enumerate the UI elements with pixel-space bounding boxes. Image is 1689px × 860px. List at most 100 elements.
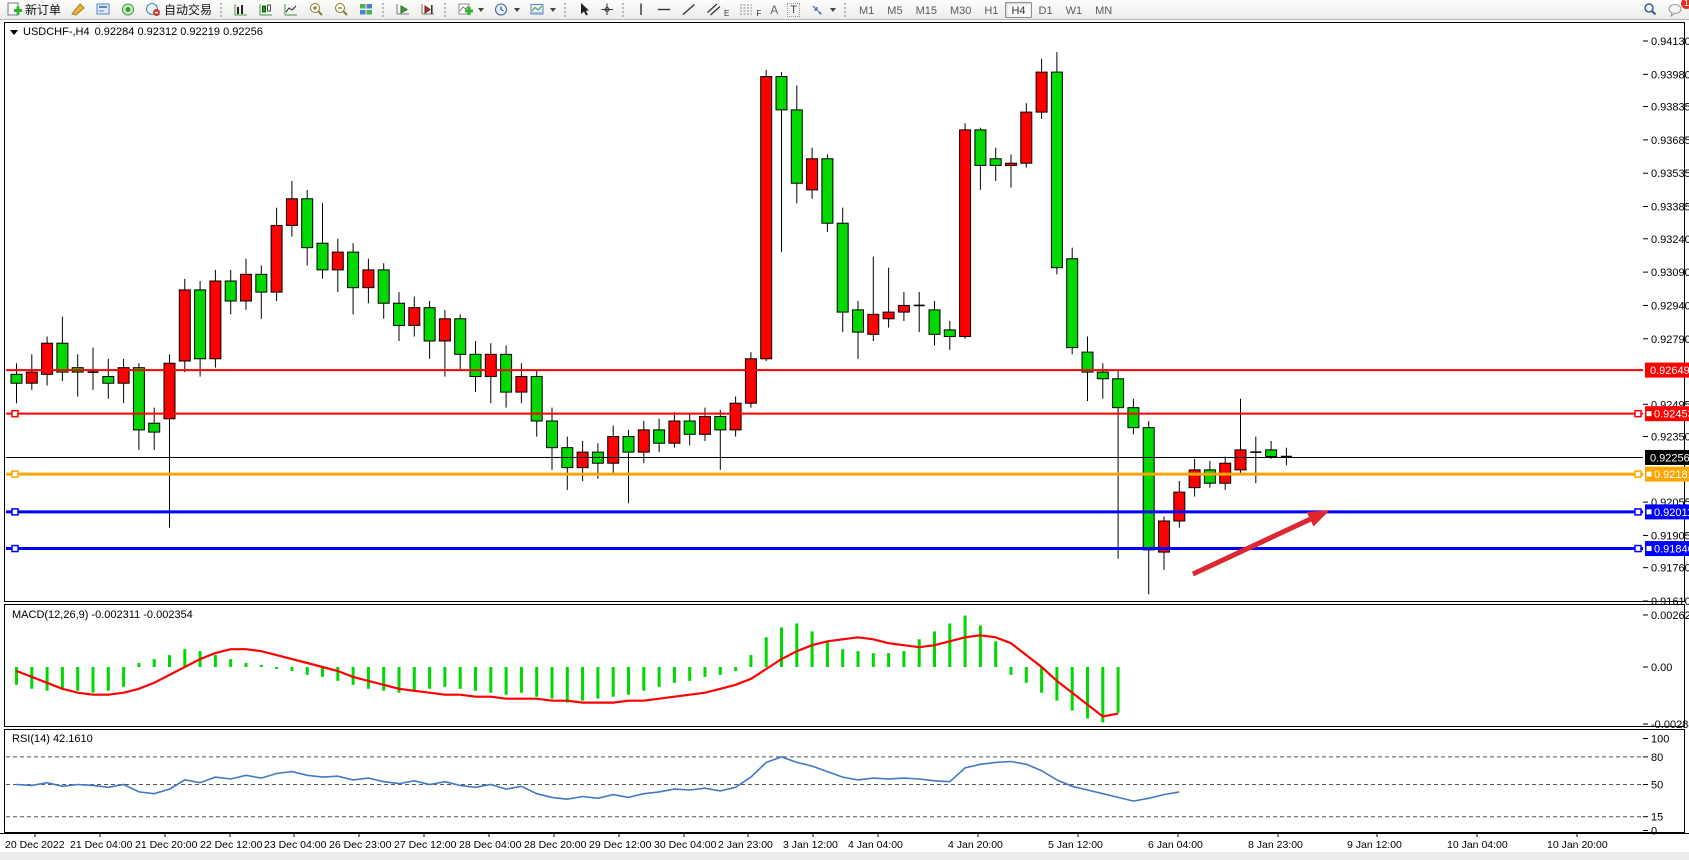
new-order-button[interactable]: 新订单 [2,1,65,19]
tab-h1[interactable]: H1 [984,4,999,17]
market-watch-icon [96,3,110,15]
periods-caret-icon [514,7,521,12]
text-label-button[interactable]: T [783,1,804,19]
svg-text:0.92790: 0.92790 [1651,334,1689,346]
svg-text:21 Dec 20:00: 21 Dec 20:00 [135,839,198,851]
candlestick-chart-button[interactable] [254,1,278,19]
tile-windows-button[interactable] [354,1,378,19]
clock-icon [495,3,508,16]
time-axis: 20 Dec 2022 21 Dec 04:00 21 Dec 20:00 22 De… [0,833,1689,851]
svg-text:0.94130: 0.94130 [1651,36,1689,48]
indicators-caret-icon [478,7,485,12]
svg-text:0.92350: 0.92350 [1651,432,1689,444]
market-watch-button[interactable] [91,1,115,19]
svg-text:27 Dec 12:00: 27 Dec 12:00 [394,839,457,851]
svg-text:-0.002881: -0.002881 [1651,719,1689,731]
macd-plot [15,615,1120,723]
zoom-in-icon [310,3,323,16]
svg-text:2 Jan 23:00: 2 Jan 23:00 [718,839,773,851]
zoom-in-button[interactable] [304,1,328,19]
svg-text:22 Dec 12:00: 22 Dec 12:00 [200,839,263,851]
chart-shift-button[interactable] [416,1,440,19]
svg-text:29 Dec 12:00: 29 Dec 12:00 [589,839,652,851]
price-tag-0.92453: 0.92453 [1645,406,1689,422]
svg-text:20 Dec 2022: 20 Dec 2022 [5,839,65,851]
macd-indicator-label: MACD(12,26,9) -0.002311 -0.002354 [12,609,193,621]
templates-button[interactable] [525,1,560,19]
search-button[interactable] [1638,1,1662,19]
svg-text:10 Jan 20:00: 10 Jan 20:00 [1547,839,1608,851]
toolbar-separator [622,2,627,17]
main-toolbar: 新订单 自动交易 [0,0,1689,20]
chart-menu-icon[interactable] [10,29,18,35]
notifications-button[interactable]: 1 [1663,0,1689,19]
indicators-button[interactable] [453,1,488,19]
rsi-indicator-label: RSI(14) 42.1610 [12,733,93,745]
crayon-button[interactable] [66,1,90,19]
macd-panel[interactable] [4,604,1685,727]
crosshair-button[interactable] [596,1,618,19]
vertical-line-button[interactable] [631,1,651,19]
toolbar-separator [382,2,387,17]
tab-h4[interactable]: H4 [1005,1,1032,18]
fibonacci-button[interactable]: F [734,1,765,19]
text-tool-glyph: A [770,2,779,17]
svg-text:28 Dec 04:00: 28 Dec 04:00 [459,839,522,851]
current-price-tag: 0.92256 [1645,449,1689,465]
cursor-icon [581,3,590,16]
window-bottom-edge [0,852,1689,860]
rsi-panel[interactable] [4,729,1685,833]
svg-text:0.92453: 0.92453 [1654,409,1689,421]
trendline-icon [682,3,695,16]
svg-text:0.92181: 0.92181 [1654,469,1689,481]
svg-text:5 Jan 12:00: 5 Jan 12:00 [1048,839,1103,851]
svg-text:0.92011: 0.92011 [1654,507,1689,519]
chart-title-bar: USDCHF-,H4 0.92284 0.92312 0.92219 0.922… [10,26,263,38]
svg-text:0.93835: 0.93835 [1651,102,1689,114]
svg-text:9 Jan 12:00: 9 Jan 12:00 [1347,839,1402,851]
svg-text:3 Jan 12:00: 3 Jan 12:00 [783,839,838,851]
horizontal-line-button[interactable] [652,1,676,19]
tab-m15[interactable]: M15 [915,4,937,17]
bar-chart-button[interactable] [229,1,253,19]
price-axis: 0.94130 0.93980 0.93835 0.93685 0.93535 0.933… [1643,36,1689,838]
channel-button[interactable]: E [702,1,733,19]
cursor-button[interactable] [573,1,595,19]
tab-d1[interactable]: D1 [1038,4,1053,17]
candlestick-chart-icon [259,4,273,16]
svg-text:30 Dec 04:00: 30 Dec 04:00 [654,839,717,851]
navigator-button[interactable] [116,1,140,19]
tab-m30[interactable]: M30 [949,4,972,17]
auto-scroll-icon [396,4,410,15]
trend-arrow[interactable] [1191,510,1330,577]
svg-text:0: 0 [1651,826,1657,838]
search-icon [1644,3,1657,16]
templates-icon [530,4,544,15]
svg-text:0.00: 0.00 [1651,662,1672,674]
trendline-button[interactable] [677,1,701,19]
auto-trading-button[interactable]: 自动交易 [141,1,216,19]
text-button[interactable]: A [766,1,782,19]
vertical-line-icon [640,3,642,15]
text-label-glyph: T [787,2,801,17]
line-chart-button[interactable] [279,1,303,19]
svg-text:0.92649: 0.92649 [1650,365,1689,377]
svg-text:6 Jan 04:00: 6 Jan 04:00 [1148,839,1203,851]
horizontal-lines: 0.92649 0.92453 0.92181 0.92011 0.91846 0.922… [6,362,1689,557]
svg-text:21 Dec 04:00: 21 Dec 04:00 [70,839,133,851]
tab-m1[interactable]: M1 [859,4,875,17]
tab-m5[interactable]: M5 [887,4,903,17]
auto-scroll-button[interactable] [391,1,415,19]
chart-canvas[interactable]: 0.94130 0.93980 0.93835 0.93685 0.93535 0.933… [0,20,1689,860]
svg-text:0.92256: 0.92256 [1650,452,1689,464]
zoom-out-button[interactable] [329,1,353,19]
toolbar-separator [220,2,225,17]
svg-text:4 Jan 20:00: 4 Jan 20:00 [948,839,1003,851]
tab-w1[interactable]: W1 [1065,4,1083,17]
crosshair-icon [601,3,614,15]
periods-button[interactable] [489,1,524,19]
price-tag-0.92649: 0.92649 [1645,362,1689,378]
arrows-button[interactable] [805,1,840,19]
chart-title: USDCHF-,H4 [23,26,90,38]
tab-mn[interactable]: MN [1095,4,1113,17]
